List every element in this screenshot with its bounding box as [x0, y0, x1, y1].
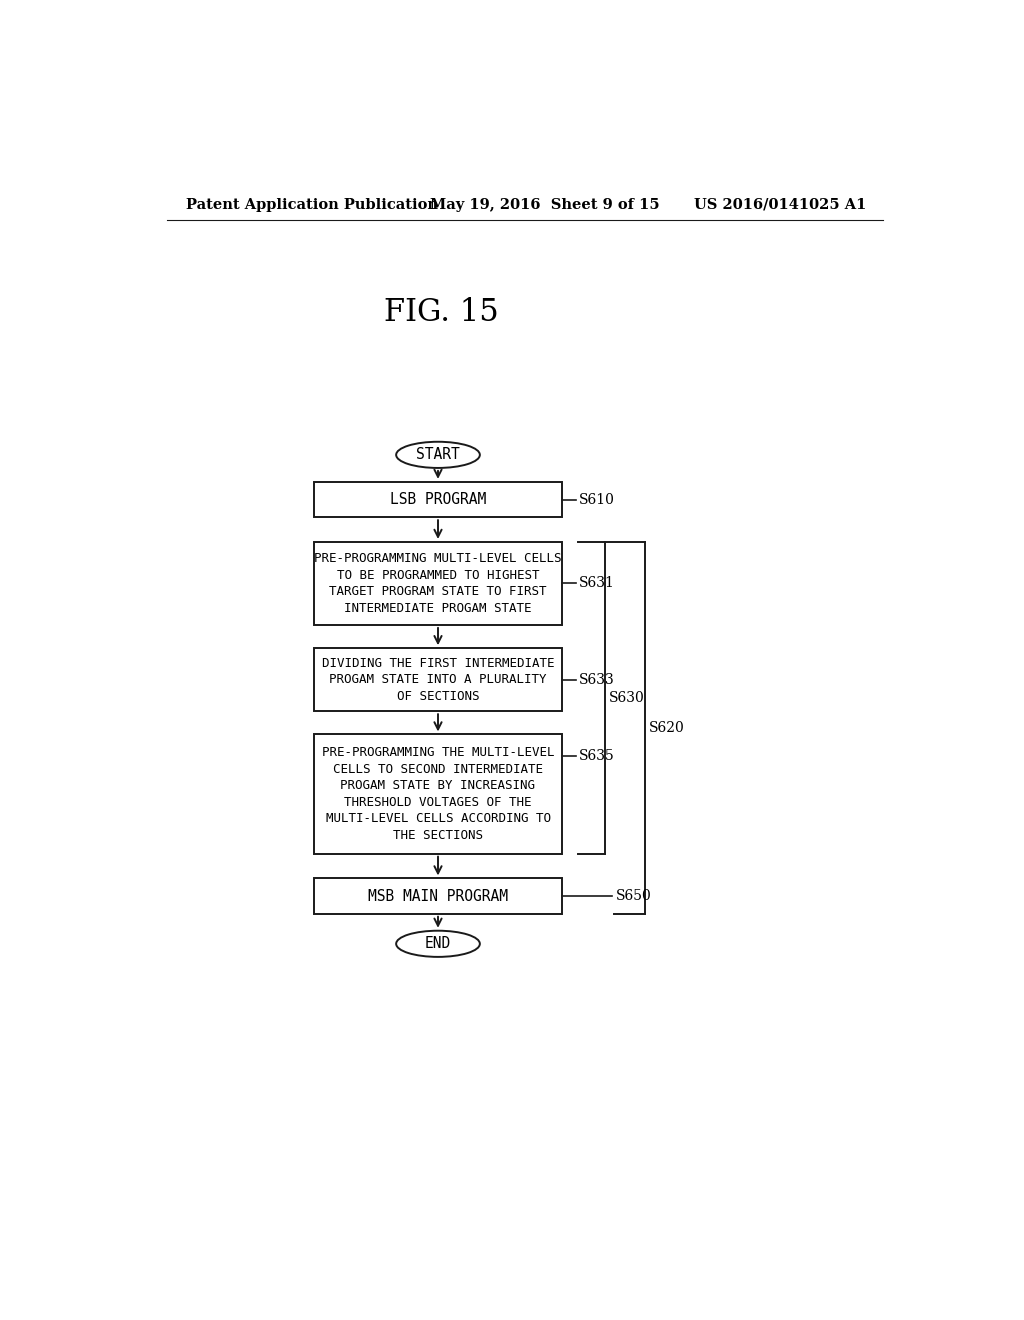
Text: US 2016/0141025 A1: US 2016/0141025 A1 [693, 198, 866, 211]
Text: LSB PROGRAM: LSB PROGRAM [390, 492, 486, 507]
Text: MSB MAIN PROGRAM: MSB MAIN PROGRAM [368, 888, 508, 904]
Text: Patent Application Publication: Patent Application Publication [186, 198, 438, 211]
Text: FIG. 15: FIG. 15 [384, 297, 499, 327]
Bar [314, 734, 562, 854]
Text: PRE-PROGRAMMING MULTI-LEVEL CELLS
TO BE PROGRAMMED TO HIGHEST
TARGET PROGRAM STA: PRE-PROGRAMMING MULTI-LEVEL CELLS TO BE … [314, 552, 562, 615]
Ellipse shape [396, 442, 480, 469]
Bar [314, 541, 562, 626]
Bar [314, 482, 562, 517]
Text: DIVIDING THE FIRST INTERMEDIATE
PROGAM STATE INTO A PLURALITY
OF SECTIONS: DIVIDING THE FIRST INTERMEDIATE PROGAM S… [322, 656, 554, 702]
Ellipse shape [396, 931, 480, 957]
Text: S650: S650 [615, 890, 651, 903]
Text: S610: S610 [579, 492, 615, 507]
Text: START: START [416, 447, 460, 462]
Bar [314, 648, 562, 711]
Bar [314, 878, 562, 913]
Text: S635: S635 [579, 748, 614, 763]
Text: S630: S630 [608, 690, 644, 705]
Text: PRE-PROGRAMMING THE MULTI-LEVEL
CELLS TO SECOND INTERMEDIATE
PROGAM STATE BY INC: PRE-PROGRAMMING THE MULTI-LEVEL CELLS TO… [322, 746, 554, 842]
Text: S631: S631 [579, 577, 615, 590]
Text: May 19, 2016  Sheet 9 of 15: May 19, 2016 Sheet 9 of 15 [430, 198, 659, 211]
Text: S620: S620 [649, 721, 685, 735]
Text: END: END [425, 936, 452, 952]
Text: S633: S633 [579, 673, 614, 686]
